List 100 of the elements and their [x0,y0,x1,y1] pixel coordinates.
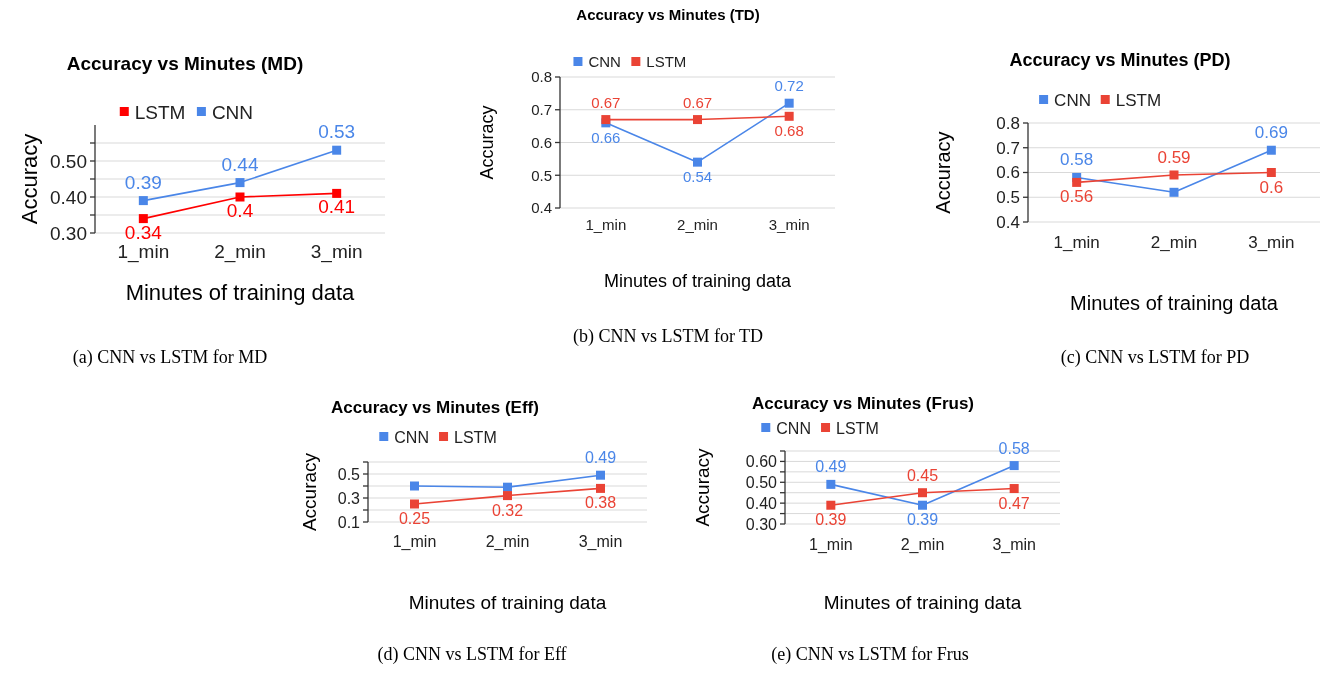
data-label: 0.39 [906,511,939,529]
legend-label: CNN [211,101,254,123]
y-axis-title: Accuracy [932,131,954,214]
point [138,214,148,224]
y-tick-label: 0.7 [531,101,552,118]
y-tick-label: 0.8 [996,113,1020,133]
point [1009,484,1019,494]
data-label: 0.49 [815,458,847,476]
x-axis-title: Minutes of training data [1070,292,1279,314]
x-tick-label: 3_min [992,536,1036,554]
x-axis-title: Minutes of training data [408,592,607,613]
data-label: 0.72 [774,77,804,95]
y-axis-title: Accuracy [692,447,714,527]
y-tick-label: 0.6 [996,163,1020,183]
data-label: 0.38 [584,494,617,512]
text: (b) CNN vs LSTM for TD [572,326,764,347]
point [1072,177,1082,187]
point [1266,145,1276,155]
data-label: 0.25 [398,510,431,527]
data-label: 0.56 [1060,187,1094,207]
text: (e) CNN vs LSTM for Frus [771,644,969,665]
data-label: 0.41 [318,196,356,218]
legend-label: CNN [776,419,811,437]
point [1266,168,1276,177]
x-axis-title: Minutes of training data [823,592,1022,613]
y-tick-label: 0.50 [745,473,778,491]
legend-label: LSTM [134,101,186,123]
point [918,488,927,498]
data-label: 0.47 [998,494,1030,512]
data-label: 0.67 [591,93,621,111]
data-label: 0.58 [1060,150,1094,170]
y-tick-label: 0.1 [337,513,361,531]
x-tick-label: 2_min [485,533,530,551]
x-tick-label: 1_min [117,241,170,263]
x-tick-label: 2_min [214,241,266,263]
point [235,178,245,188]
y-tick-label: 0.6 [531,133,552,151]
x-tick-label: 3_min [1248,233,1295,252]
x-tick-label: 1_min [392,533,437,551]
x-axis-title: Minutes of training data [603,271,793,291]
data-label: 0.59 [1157,147,1191,167]
data-label: 0.53 [318,121,356,143]
data-label: 0.66 [591,128,621,146]
chart-title: Accuracy vs Minutes (MD) [66,53,304,74]
point [918,500,927,510]
x-axis-title: Minutes of training data [125,280,356,305]
legend-label: CNN [1054,90,1091,110]
data-label: 0.45 [906,466,939,484]
data-label: 0.58 [998,439,1030,457]
point [138,196,148,206]
point [1169,170,1179,180]
legend-label: CNN [588,53,621,71]
data-label: 0.49 [584,449,617,467]
data-label: 0.67 [682,93,713,111]
y-tick-label: 0.40 [745,494,778,512]
x-tick-label: 2_min [1150,233,1198,252]
chart-title: Accuracy vs Minutes (PD) [1009,50,1231,70]
y-tick-label: 0.7 [996,138,1020,158]
y-tick-label: 0.4 [996,212,1020,232]
point [826,479,836,489]
data-label: 0.32 [491,501,524,519]
chart-title: Accuracy vs Minutes (TD) [576,6,760,23]
text: (a) CNN vs LSTM for MD [72,347,268,368]
legend-label: LSTM [454,428,497,446]
point [826,500,836,510]
chart-title: Accuracy vs Minutes (Frus) [751,394,975,413]
point [596,470,605,480]
point [332,188,342,198]
x-tick-label: 1_min [585,216,627,233]
y-axis-title: Accuracy [299,452,321,532]
point [693,157,702,167]
point [693,115,702,125]
y-tick-label: 0.5 [531,166,552,184]
y-axis-title: Accuracy [476,105,497,180]
data-label: 0.69 [1254,123,1288,143]
x-tick-label: 1_min [1053,233,1100,252]
text: (d) CNN vs LSTM for Eff [377,644,567,665]
y-tick-label: 0.4 [531,199,552,217]
data-label: 0.39 [124,171,162,193]
y-tick-label: 0.8 [531,68,552,86]
point [1169,187,1179,197]
x-tick-label: 2_min [900,536,945,554]
point [1009,461,1019,471]
data-label: 0.4 [226,200,254,221]
point [410,481,419,491]
point [332,145,342,155]
data-label: 0.54 [682,168,713,186]
data-label: 0.44 [221,153,259,175]
y-tick-label: 0.60 [745,453,778,471]
point [784,111,794,121]
legend-label: LSTM [836,419,879,437]
data-label: 0.39 [815,511,847,529]
legend-label: CNN [394,428,429,446]
data-label: 0.68 [774,122,804,140]
point [784,98,794,108]
point [235,192,245,202]
x-tick-label: 3_min [310,241,363,263]
y-tick-label: 0.40 [50,186,87,208]
x-tick-label: 3_min [768,216,810,233]
data-label: 0.34 [124,221,163,243]
